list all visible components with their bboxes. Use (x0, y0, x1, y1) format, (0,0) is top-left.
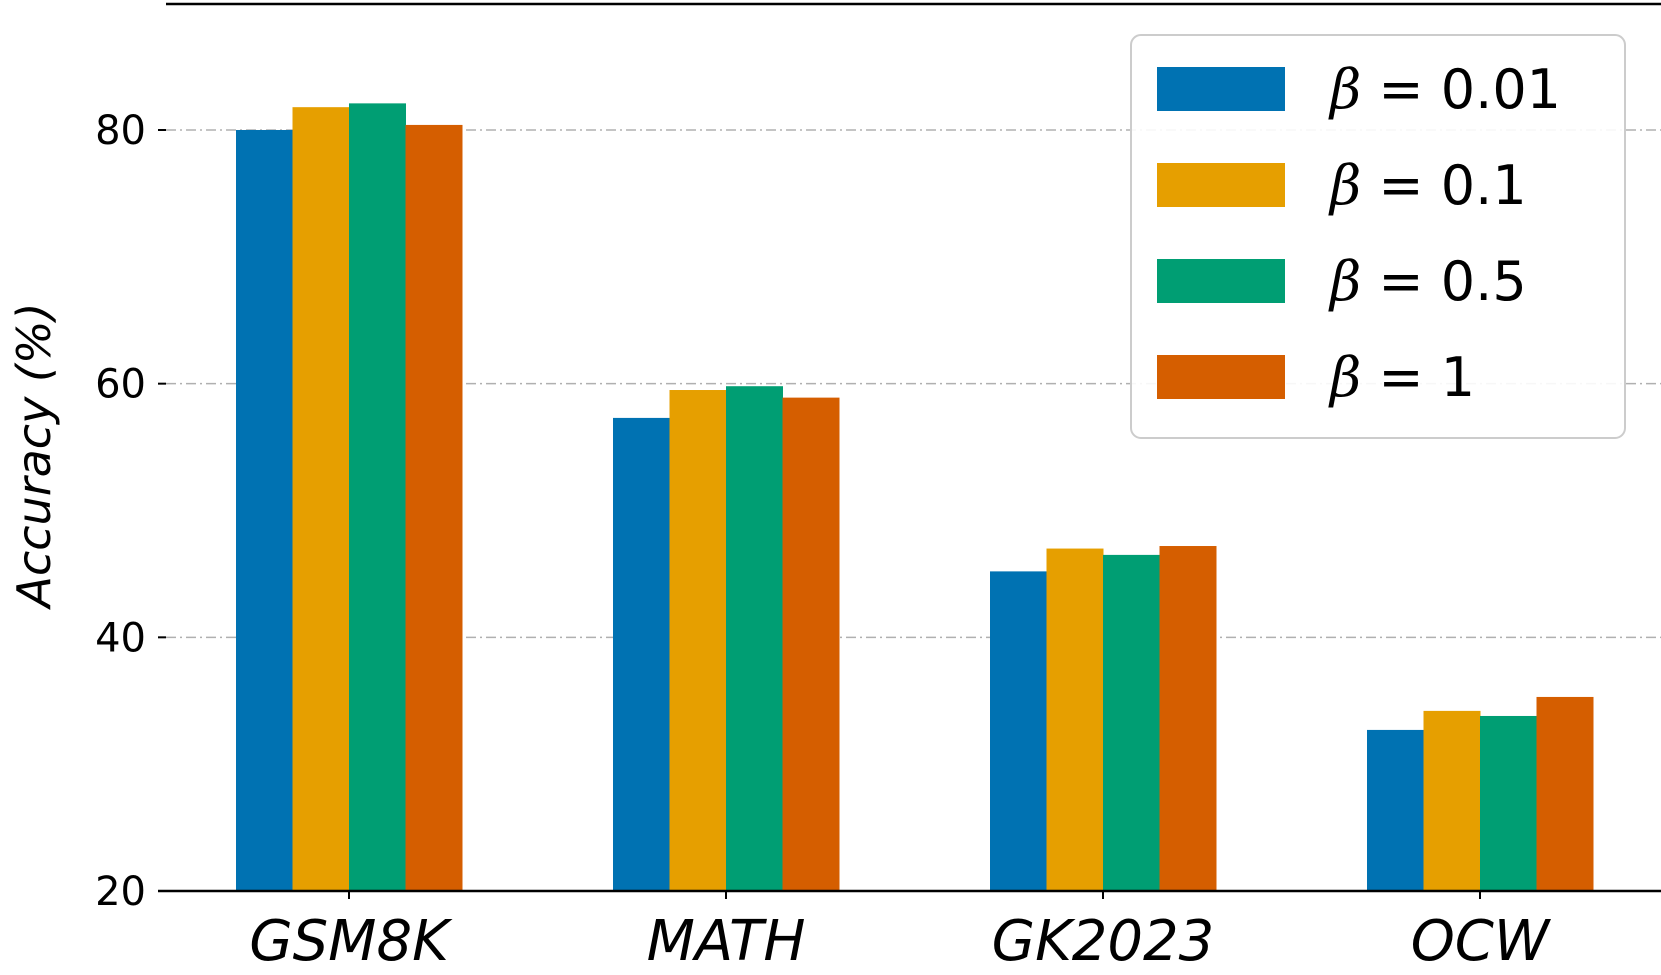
legend-swatch (1157, 259, 1285, 303)
bar (1367, 729, 1424, 891)
x-ticks: GSM8K MATH GK2023 OCW (249, 891, 1552, 974)
y-axis-title: Accuracy (%) (7, 302, 61, 610)
y-tick-label: 40 (95, 615, 146, 661)
y-tick-label: 20 (95, 869, 146, 915)
legend-swatch (1157, 163, 1285, 207)
bar (236, 130, 293, 891)
bar (1480, 715, 1537, 891)
bar (782, 397, 840, 891)
legend-label: β = 0.01 (1328, 58, 1561, 121)
legend: β = 0.01 β = 0.1 β = 0.5 β = 1 (1130, 34, 1626, 439)
bar (349, 103, 406, 892)
y-tick-label: 80 (95, 108, 146, 154)
legend-label: β = 1 (1328, 346, 1475, 409)
x-tick-label: GK2023 (992, 909, 1215, 974)
bar (990, 571, 1047, 891)
bar (613, 417, 670, 891)
bar (1159, 546, 1217, 891)
bar (1046, 548, 1104, 891)
legend-frame (1130, 34, 1626, 439)
bar (726, 386, 783, 891)
legend-label: β = 0.5 (1328, 250, 1527, 313)
y-tick-label: 60 (95, 362, 146, 408)
bar (669, 390, 727, 891)
bar (405, 124, 463, 892)
x-tick-label: MATH (647, 909, 806, 974)
legend-swatch (1157, 67, 1285, 111)
axes (158, 2, 1661, 893)
x-tick-label: GSM8K (249, 909, 453, 974)
bar (1536, 696, 1594, 891)
bar (292, 107, 350, 892)
x-tick-label: OCW (1411, 909, 1552, 974)
bar (1103, 554, 1160, 891)
legend-swatch (1157, 355, 1285, 399)
bar (1423, 710, 1481, 891)
bars (236, 103, 1594, 892)
y-ticks: 20 40 60 80 (95, 108, 166, 915)
legend-label: β = 0.1 (1328, 154, 1527, 217)
